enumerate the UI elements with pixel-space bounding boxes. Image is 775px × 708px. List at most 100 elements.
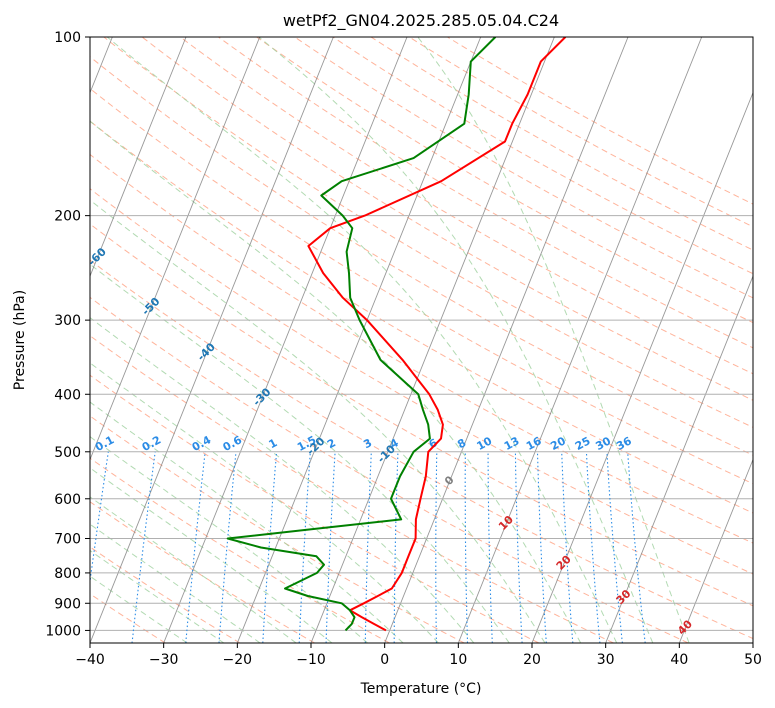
moist-adiabat bbox=[90, 362, 439, 643]
x-tick-label: 10 bbox=[449, 652, 467, 668]
dry-adiabat bbox=[90, 259, 753, 640]
moist-adiabat bbox=[90, 199, 546, 643]
isotherm-label: 20 bbox=[554, 552, 574, 572]
mixing-ratio-label: 16 bbox=[524, 434, 544, 453]
y-axis-title: Pressure (hPa) bbox=[12, 290, 28, 390]
dry-adiabat bbox=[103, 37, 753, 428]
y-tick-label: 700 bbox=[54, 532, 81, 548]
mixing-ratio-label: 0.1 bbox=[93, 433, 116, 454]
mixing-ratio-line bbox=[435, 451, 438, 643]
y-tick-label: 900 bbox=[54, 596, 81, 612]
isotherm-line bbox=[90, 37, 334, 643]
isotherm-label: -30 bbox=[250, 385, 273, 408]
y-tick-label: 200 bbox=[54, 209, 81, 225]
mixing-ratio-label: 0.2 bbox=[140, 433, 163, 454]
profiles bbox=[226, 37, 567, 632]
dry-adiabat bbox=[90, 296, 689, 643]
moist-adiabat bbox=[90, 575, 188, 643]
isotherm-line bbox=[531, 91, 753, 643]
temperature-profile-line bbox=[307, 37, 567, 632]
y-tick-label: 600 bbox=[54, 492, 81, 508]
dry-adiabat bbox=[90, 374, 540, 643]
mixing-ratio-label: 25 bbox=[573, 434, 593, 453]
mixing-ratio-line bbox=[606, 451, 623, 643]
isotherm-line bbox=[457, 37, 703, 643]
y-tick-label: 300 bbox=[54, 313, 81, 329]
mixing-ratio-label: 13 bbox=[502, 434, 522, 453]
dry-adiabat bbox=[332, 37, 753, 275]
x-axis: −40 −30 −20 −10 0 10 20 30 40 50 bbox=[75, 643, 762, 668]
mixing-ratio-line bbox=[90, 451, 109, 586]
mixing-ratio-line bbox=[514, 451, 523, 643]
x-tick-label: 0 bbox=[380, 652, 389, 668]
dry-adiabat bbox=[90, 457, 390, 643]
dry-adiabat bbox=[90, 87, 753, 485]
moist-adiabat bbox=[417, 37, 690, 643]
mixing-ratio-line bbox=[585, 451, 601, 643]
mixing-ratio-line bbox=[561, 451, 574, 643]
dry-adiabat bbox=[90, 153, 753, 544]
moist-adiabat bbox=[90, 467, 333, 643]
x-tick-label: −30 bbox=[149, 652, 179, 668]
x-tick-label: 30 bbox=[597, 652, 615, 668]
background-lines bbox=[90, 37, 753, 643]
dry-adiabat bbox=[90, 223, 753, 607]
isotherm-line bbox=[752, 641, 753, 643]
mixing-ratio-label: 0.4 bbox=[190, 433, 214, 454]
x-tick-label: 40 bbox=[670, 652, 688, 668]
dry-adiabat bbox=[294, 37, 753, 299]
mixing-ratio-line bbox=[185, 451, 206, 643]
mixing-ratio-label: 3 bbox=[361, 436, 374, 451]
mixing-ratio-line bbox=[464, 451, 469, 643]
isotherm-line bbox=[605, 274, 753, 643]
dry-adiabat bbox=[218, 37, 753, 349]
y-tick-label: 100 bbox=[54, 30, 81, 46]
moist-adiabat bbox=[90, 436, 368, 643]
isotherm-line bbox=[236, 37, 482, 643]
moist-adiabat bbox=[90, 549, 225, 643]
isotherm-label: -60 bbox=[86, 245, 109, 268]
mixing-ratio-label: 8 bbox=[455, 436, 468, 451]
y-tick-label: 1000 bbox=[45, 623, 81, 639]
plot-frame bbox=[89, 36, 754, 644]
dry-adiabat bbox=[141, 37, 753, 401]
mixing-ratio-line bbox=[218, 451, 237, 643]
mixing-ratio-label: 30 bbox=[593, 434, 613, 453]
mixing-ratio-line bbox=[262, 451, 278, 643]
dry-adiabat bbox=[90, 546, 241, 643]
dry-adiabat bbox=[90, 335, 614, 643]
isotherm-line bbox=[163, 37, 408, 643]
isotherm-line bbox=[90, 37, 187, 278]
mixing-ratio-label: 36 bbox=[614, 434, 634, 453]
y-tick-label: 500 bbox=[54, 445, 81, 461]
mixing-ratio-line bbox=[131, 451, 156, 643]
isotherm-label: 40 bbox=[675, 617, 695, 637]
x-axis-title: Temperature (°C) bbox=[360, 681, 482, 697]
isotherm-label: -80 bbox=[0, 146, 2, 169]
y-axis: 1000 900 800 700 600 500 400 300 200 100 bbox=[45, 30, 90, 639]
isotherm-line bbox=[310, 37, 555, 643]
isotherm-line bbox=[678, 458, 753, 643]
chart-title: wetPf2_GN04.2025.285.05.04.C24 bbox=[283, 11, 559, 31]
mixing-ratio-label: 20 bbox=[548, 434, 568, 453]
isotherm-label: 30 bbox=[614, 587, 634, 607]
y-tick-label: 800 bbox=[54, 566, 81, 582]
mixing-ratio-line bbox=[325, 451, 336, 643]
mixing-ratio-label: 10 bbox=[475, 434, 495, 453]
dry-adiabat bbox=[90, 120, 753, 514]
isotherm-label: -70 bbox=[33, 193, 56, 216]
isotherm-line bbox=[384, 37, 629, 643]
moist-adiabat bbox=[106, 37, 618, 643]
dry-adiabat bbox=[256, 37, 753, 324]
dry-adiabat bbox=[180, 37, 753, 375]
y-tick-label: 400 bbox=[54, 387, 81, 403]
moist-adiabat bbox=[90, 120, 582, 643]
x-tick-label: −20 bbox=[223, 652, 253, 668]
moist-adiabat bbox=[90, 263, 510, 643]
dry-adiabat bbox=[408, 37, 753, 228]
dry-adiabat bbox=[90, 56, 753, 456]
moist-adiabat bbox=[90, 496, 297, 643]
x-tick-label: −40 bbox=[75, 652, 105, 668]
x-tick-label: 20 bbox=[523, 652, 541, 668]
moist-adiabat bbox=[90, 317, 475, 643]
